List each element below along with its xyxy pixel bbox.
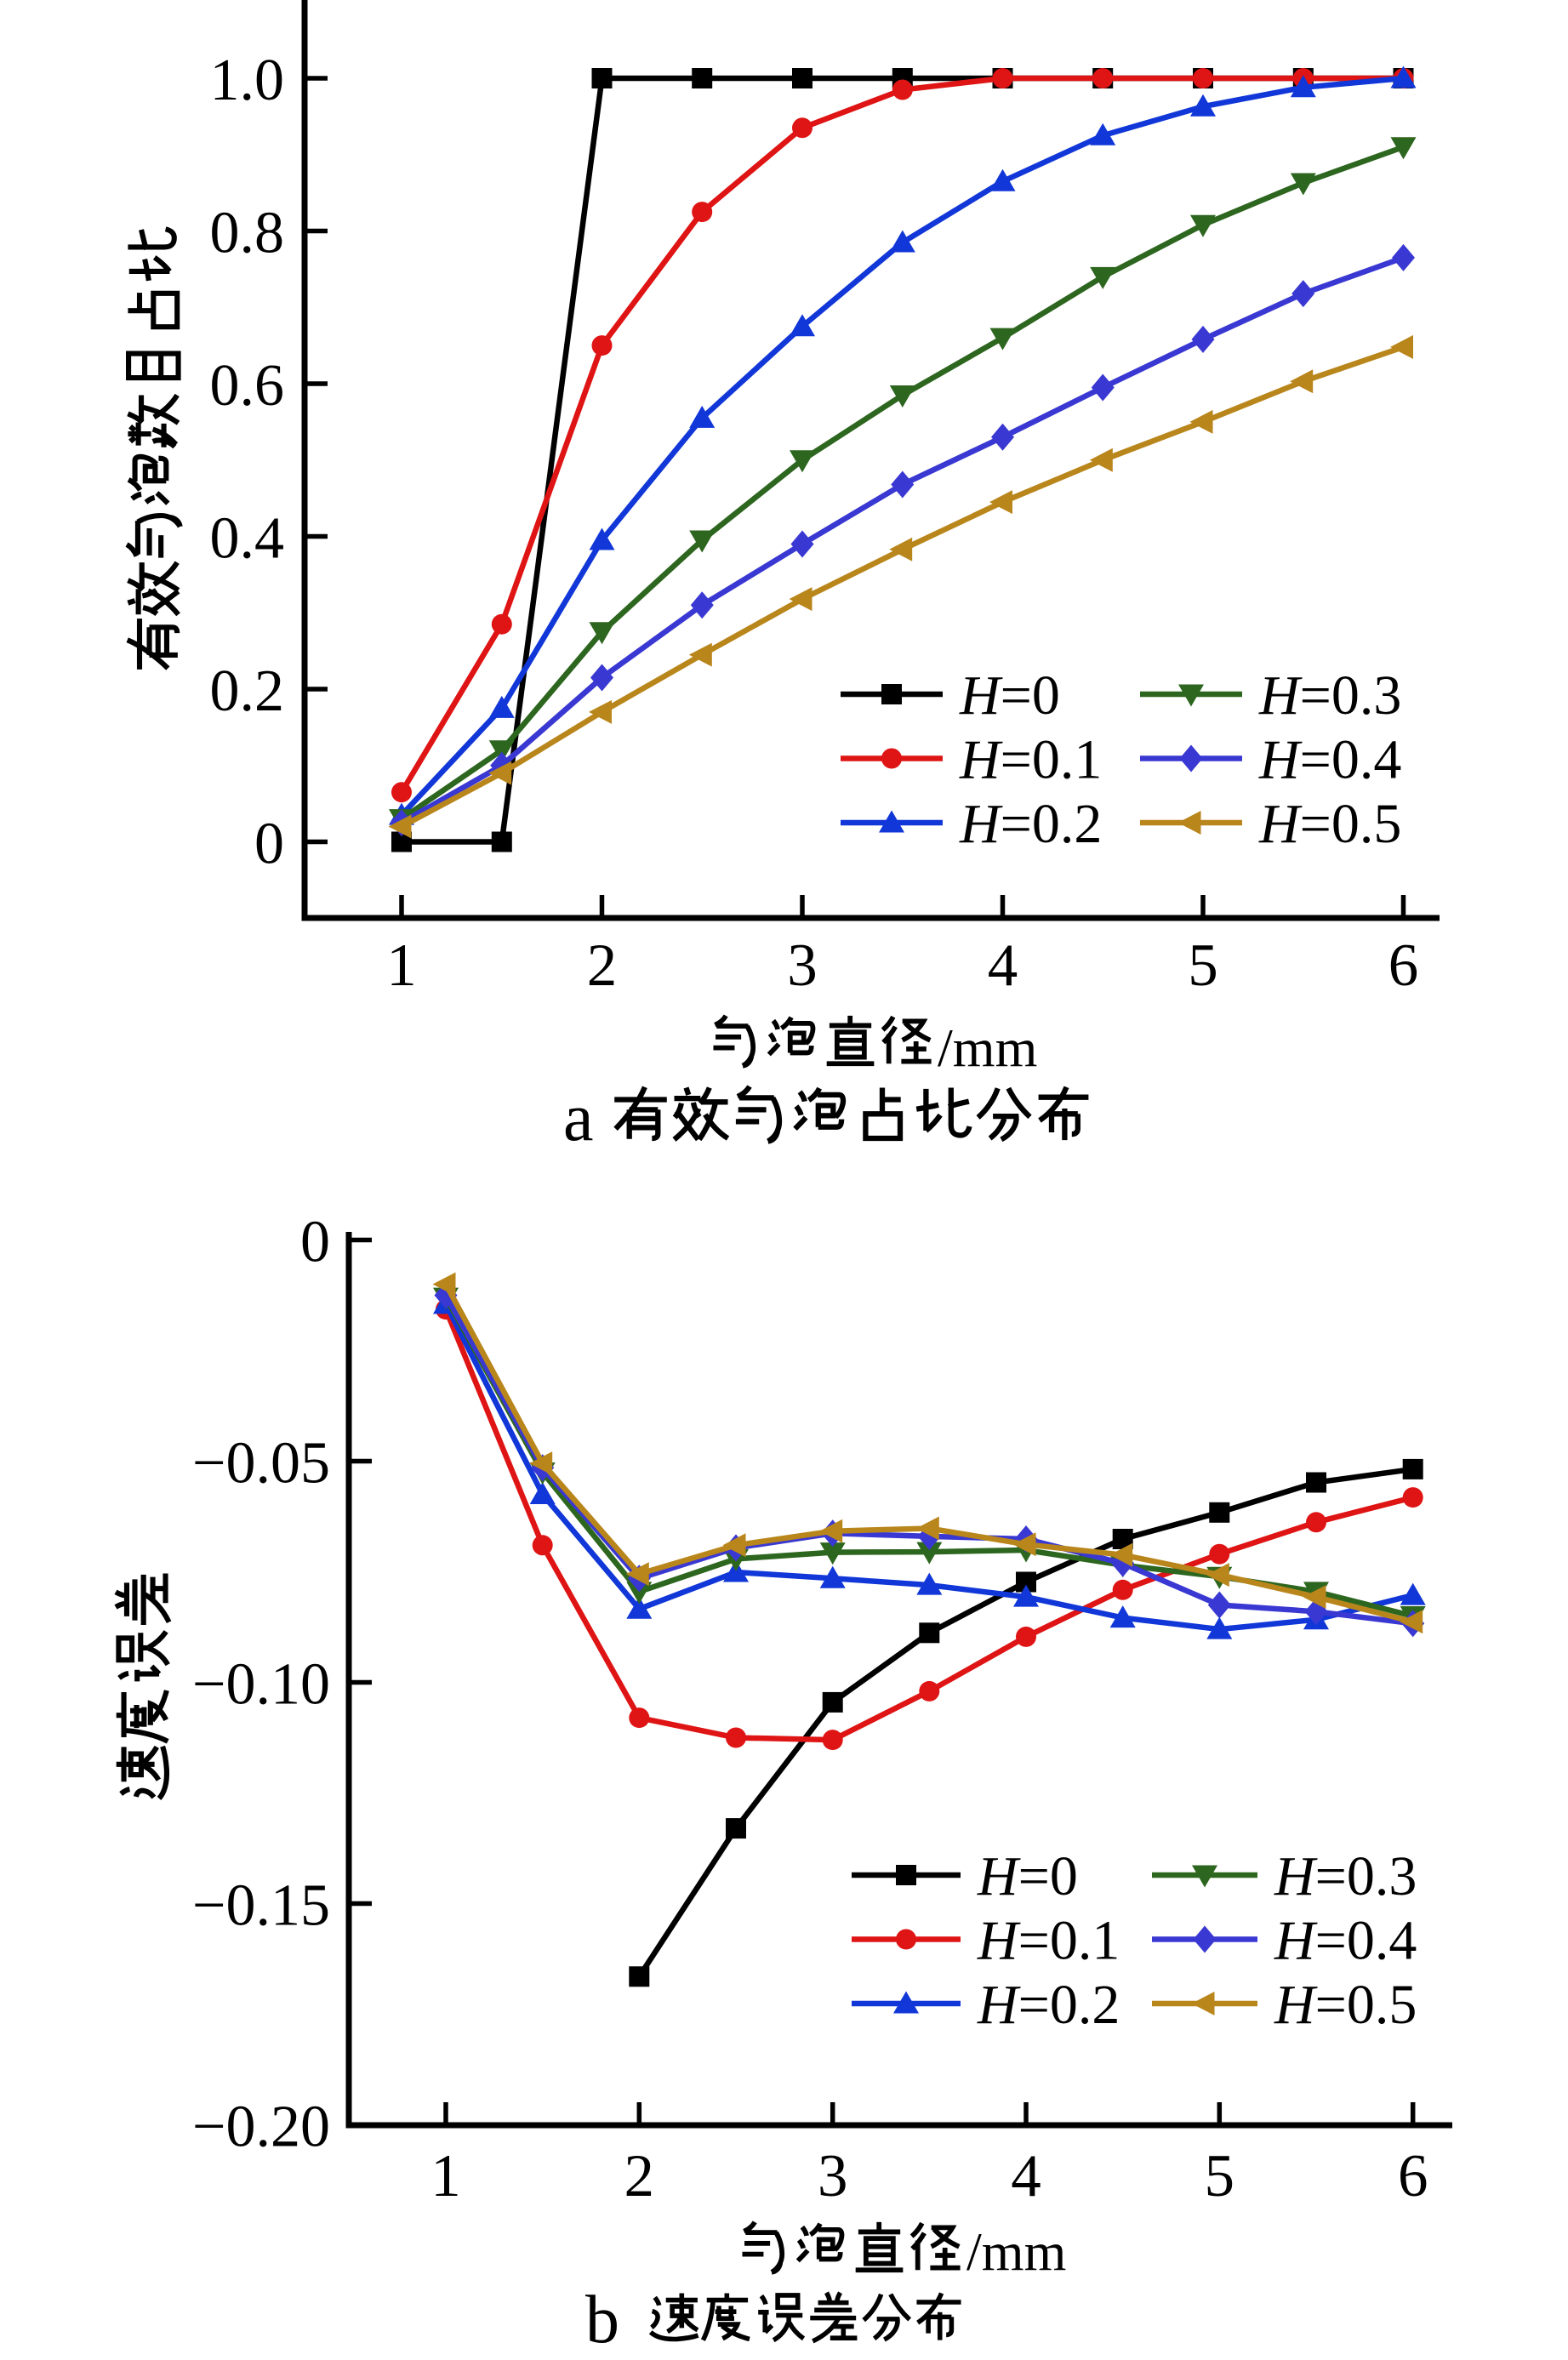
svg-text:4: 4 xyxy=(1011,2143,1041,2209)
svg-text:4: 4 xyxy=(988,932,1018,999)
svg-text:0.2: 0.2 xyxy=(210,658,285,724)
svg-text:0.6: 0.6 xyxy=(210,353,285,419)
svg-text:H=0.3: H=0.3 xyxy=(1258,664,1401,727)
svg-text:1.0: 1.0 xyxy=(210,48,285,113)
svg-text:H=0.5: H=0.5 xyxy=(1274,1974,1417,2036)
svg-text:6: 6 xyxy=(1398,2143,1428,2209)
svg-text:0: 0 xyxy=(254,812,284,877)
svg-text:H=0.2: H=0.2 xyxy=(977,1974,1120,2036)
svg-text:H=0.3: H=0.3 xyxy=(1274,1845,1417,1907)
svg-text:5: 5 xyxy=(1205,2143,1235,2209)
svg-text:H=0.2: H=0.2 xyxy=(959,793,1102,855)
svg-text:1: 1 xyxy=(430,2143,461,2209)
svg-text:/mm: /mm xyxy=(966,2221,1066,2282)
svg-text:H=0.1: H=0.1 xyxy=(959,729,1102,791)
svg-text:H=0: H=0 xyxy=(977,1845,1078,1907)
svg-text:1: 1 xyxy=(386,932,417,999)
svg-text:−0.20: −0.20 xyxy=(192,2095,330,2160)
svg-text:H=0.4: H=0.4 xyxy=(1274,1910,1417,1972)
svg-text:a: a xyxy=(563,1080,594,1155)
svg-text:0: 0 xyxy=(300,1210,330,1275)
svg-text:b: b xyxy=(585,2283,619,2357)
svg-text:−0.15: −0.15 xyxy=(192,1873,330,1939)
svg-text:2: 2 xyxy=(587,932,618,999)
svg-text:H=0.5: H=0.5 xyxy=(1258,793,1401,855)
svg-text:H=0.1: H=0.1 xyxy=(977,1910,1120,1972)
svg-text:5: 5 xyxy=(1188,932,1218,999)
svg-text:−0.05: −0.05 xyxy=(192,1431,330,1496)
svg-text:H=0: H=0 xyxy=(959,664,1060,727)
svg-text:0.4: 0.4 xyxy=(210,506,285,572)
svg-text:−0.10: −0.10 xyxy=(192,1652,330,1718)
svg-text:3: 3 xyxy=(787,932,818,999)
svg-text:3: 3 xyxy=(818,2143,848,2209)
svg-text:2: 2 xyxy=(624,2143,655,2209)
svg-text:/mm: /mm xyxy=(938,1018,1037,1078)
svg-text:0.8: 0.8 xyxy=(210,201,285,266)
svg-text:6: 6 xyxy=(1388,932,1419,999)
svg-text:H=0.4: H=0.4 xyxy=(1258,729,1401,791)
